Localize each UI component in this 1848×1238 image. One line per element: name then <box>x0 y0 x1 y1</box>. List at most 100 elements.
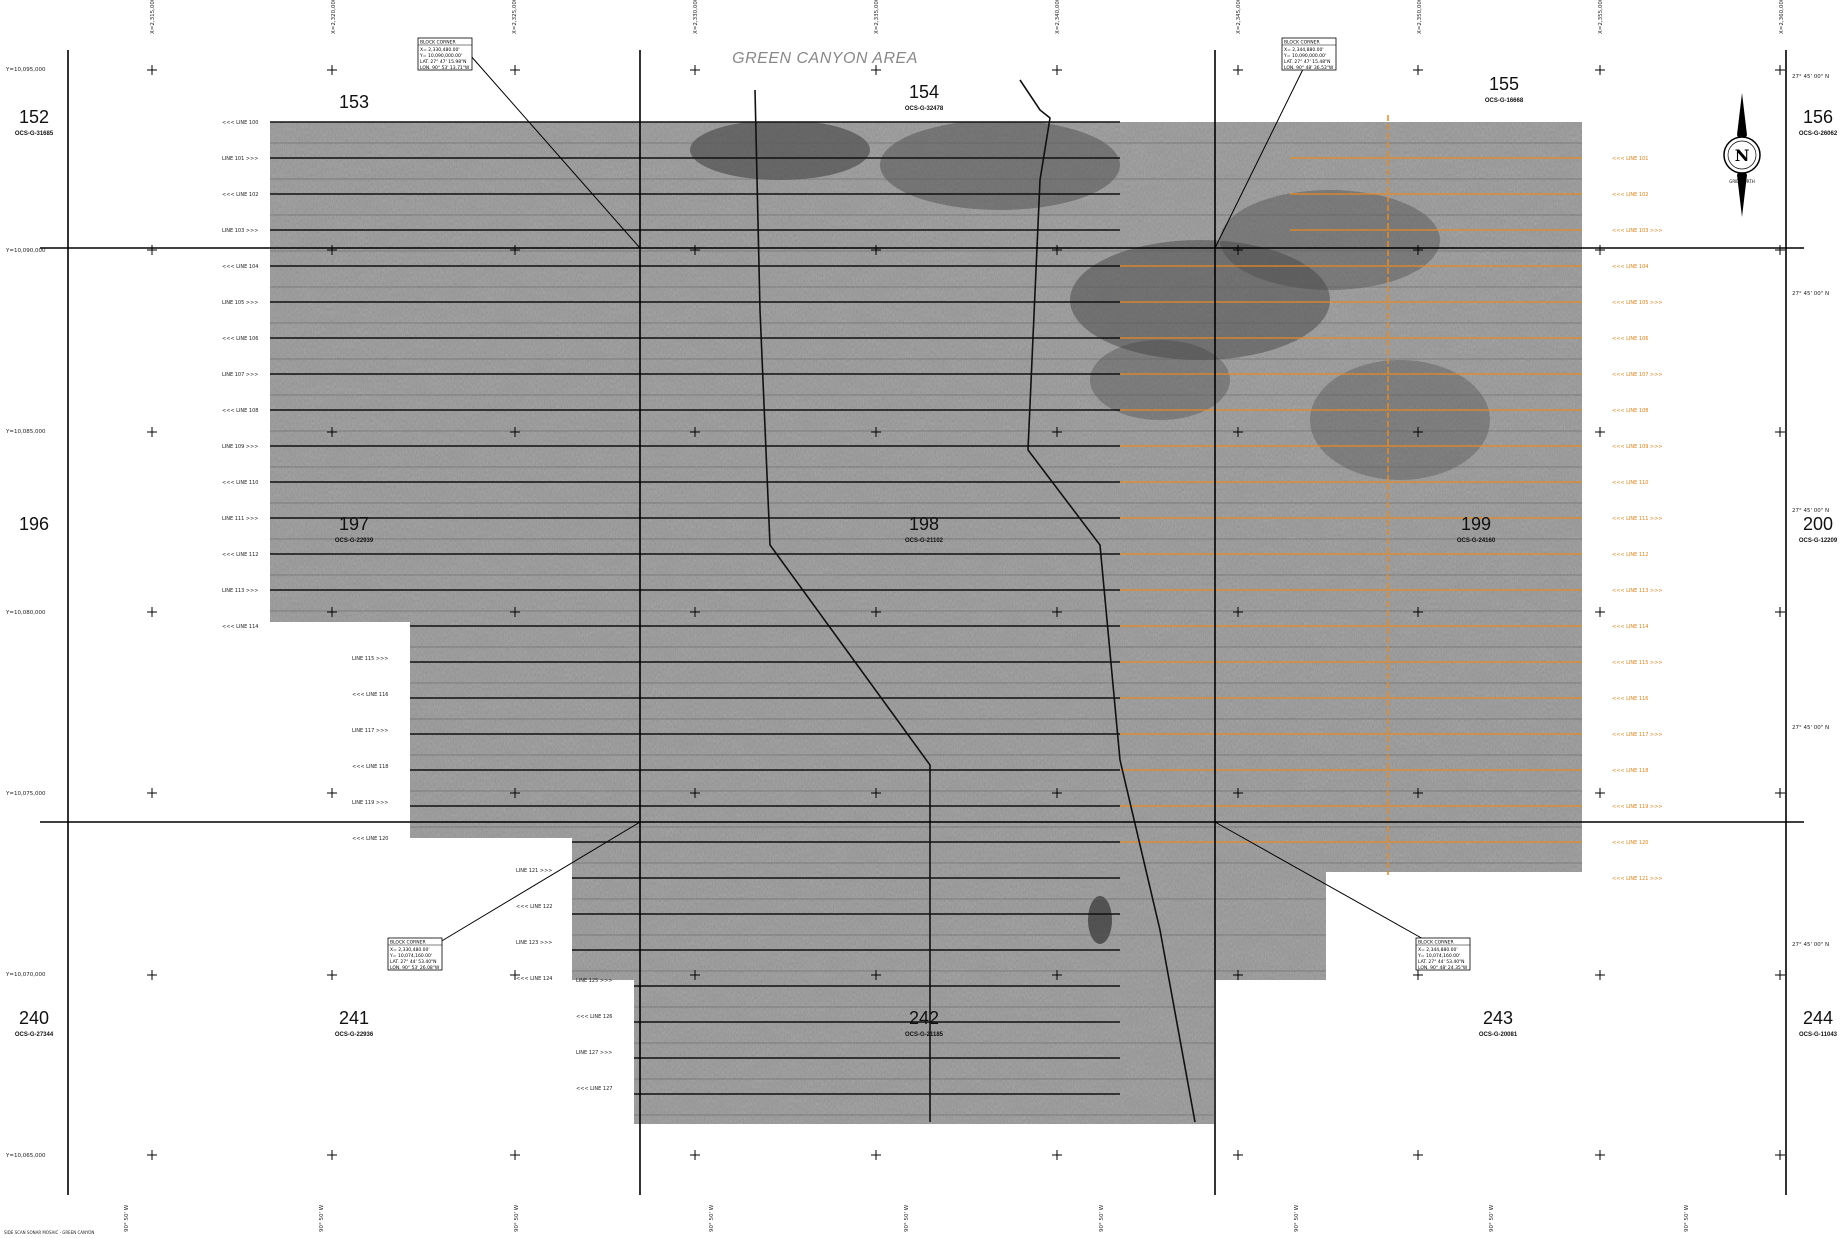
lon-label: 90° 50' W <box>1294 1204 1300 1232</box>
survey-line-label: LINE 109 >>> <box>222 444 258 450</box>
block-number: 198 <box>909 514 939 534</box>
survey-line-label: LINE 105 >>> <box>222 300 258 306</box>
y-coord-label: Y=10,090,000 <box>5 248 46 254</box>
block-number: 242 <box>909 1008 939 1028</box>
survey-line-label-highlighted: <<< LINE 115 >>> <box>1612 660 1663 666</box>
survey-line-label-highlighted: <<< LINE 108 <box>1612 408 1648 414</box>
block-corner-lon: LON. 90° 53' 13.71"W <box>420 65 470 71</box>
survey-line-label-highlighted: <<< LINE 118 <box>1612 768 1648 774</box>
block-number: 154 <box>909 82 939 102</box>
lon-label: 90° 50' W <box>1489 1204 1495 1232</box>
block-lease: OCS-G-21102 <box>905 538 944 544</box>
block-lease: OCS-G-22939 <box>335 538 374 544</box>
lon-label: 90° 50' W <box>709 1204 715 1232</box>
survey-line-label-highlighted: <<< LINE 104 <box>1612 264 1648 270</box>
lat-label: 27° 45' 00" N <box>1792 508 1829 514</box>
lon-label: 90° 50' W <box>514 1204 520 1232</box>
survey-line-label: LINE 117 >>> <box>352 728 388 734</box>
survey-line-label: <<< LINE 120 <box>352 836 388 842</box>
grid-crosses <box>147 65 1785 1160</box>
block-corner-y: Y= 10,090,000.00' <box>1283 53 1326 59</box>
x-coord-label: X=2,315,000 <box>150 0 156 34</box>
x-coord-label: X=2,330,000 <box>693 0 699 34</box>
block-number: 241 <box>339 1008 369 1028</box>
survey-line-label: LINE 123 >>> <box>516 940 552 946</box>
block-lease: OCS-G-22936 <box>335 1032 374 1038</box>
survey-line-label-highlighted: <<< LINE 117 >>> <box>1612 732 1663 738</box>
north-arrow-sub: GRID NORTH <box>1729 179 1755 184</box>
survey-line-label: <<< LINE 124 <box>516 976 552 982</box>
block-lease: OCS-G-12209 <box>1799 538 1838 544</box>
block-number: 155 <box>1489 74 1519 94</box>
block-corner-box <box>417 37 473 71</box>
survey-line-label-highlighted: <<< LINE 114 <box>1612 624 1648 630</box>
block-number: 244 <box>1803 1008 1833 1028</box>
survey-line-label: <<< LINE 116 <box>352 692 388 698</box>
survey-line-label: <<< LINE 126 <box>576 1014 612 1020</box>
lon-label: 90° 50' W <box>124 1204 130 1232</box>
survey-line-label: LINE 127 >>> <box>576 1050 612 1056</box>
block-corner-lon: LON. 90° 53' 26.08"W <box>390 965 440 971</box>
block-corner-lat: LAT. 27° 47' 15.98"N <box>420 59 467 65</box>
x-coord-label: X=2,355,000 <box>1598 0 1604 34</box>
block-corner-title: BLOCK CORNER <box>1284 40 1320 46</box>
block-corner-lat: LAT. 27° 47' 15.48"N <box>1284 59 1331 65</box>
survey-tracks-highlighted <box>1120 157 1582 843</box>
survey-line-label: <<< LINE 104 <box>222 264 258 270</box>
block-number: 197 <box>339 514 369 534</box>
survey-line-label: <<< LINE 110 <box>222 480 258 486</box>
survey-line-label: <<< LINE 112 <box>222 552 258 558</box>
block-number: 240 <box>19 1008 49 1028</box>
block-number: 200 <box>1803 514 1833 534</box>
block-number: 153 <box>339 92 369 112</box>
survey-line-labels: <<< LINE 100 LINE 101 >>> <<< LINE 102 LINE… <box>222 120 1663 1092</box>
survey-line-label: LINE 125 >>> <box>576 978 612 984</box>
pipeline-1 <box>754 89 931 1122</box>
block-corner-x: X= 2,330,480.00' <box>390 947 430 953</box>
x-coord-label: X=2,360,000 <box>1779 0 1785 34</box>
survey-line-label-highlighted: <<< LINE 107 >>> <box>1612 372 1663 378</box>
survey-line-label-highlighted: <<< LINE 111 >>> <box>1612 516 1663 522</box>
x-coord-label: X=2,345,000 <box>1236 0 1242 34</box>
block-lease: OCS-G-27344 <box>15 1032 54 1038</box>
y-coordinate-labels: Y=10,095,000 Y=10,090,000 Y=10,085,000 Y=10… <box>5 67 46 1159</box>
block-corner-lon: LON. 90° 48' 36.53"W <box>1284 65 1334 71</box>
block-number: 199 <box>1461 514 1491 534</box>
block-number: 152 <box>19 107 49 127</box>
survey-line-label: <<< LINE 118 <box>352 764 388 770</box>
block-corner-x: X= 2,330,480.00' <box>420 47 460 53</box>
survey-line-label: <<< LINE 122 <box>516 904 552 910</box>
x-coordinate-labels: X=2,315,000 X=2,320,000 X=2,325,000 X=2,330… <box>150 0 1785 34</box>
y-coord-label: Y=10,065,000 <box>5 1153 46 1159</box>
area-title: GREEN CANYON AREA <box>732 50 918 67</box>
block-corner-box <box>387 937 443 971</box>
survey-line-label: LINE 103 >>> <box>222 228 258 234</box>
block-lease: OCS-G-31685 <box>15 131 54 137</box>
survey-line-label: LINE 119 >>> <box>352 800 388 806</box>
survey-line-label-highlighted: <<< LINE 105 >>> <box>1612 300 1663 306</box>
survey-line-label: LINE 113 >>> <box>222 588 258 594</box>
survey-tracks <box>270 121 1120 1095</box>
x-coord-label: X=2,335,000 <box>874 0 880 34</box>
block-lease: OCS-G-21185 <box>905 1032 944 1038</box>
block-corner-x: X= 2,344,880.00' <box>1284 47 1324 53</box>
north-arrow: N GRID NORTH <box>1723 93 1761 217</box>
survey-line-label-highlighted: <<< LINE 109 >>> <box>1612 444 1663 450</box>
block-corner-y: Y= 10,090,000.00' <box>419 53 462 59</box>
survey-line-label-highlighted: <<< LINE 120 <box>1612 840 1648 846</box>
lon-label: 90° 50' W <box>1684 1204 1690 1232</box>
y-coord-label: Y=10,085,000 <box>5 429 46 435</box>
block-lease: OCS-G-32478 <box>905 106 944 112</box>
lon-label: 90° 50' W <box>904 1204 910 1232</box>
north-arrow-letter: N <box>1735 146 1750 165</box>
block-lease: OCS-G-26062 <box>1799 131 1838 137</box>
block-corner-title: BLOCK CORNER <box>420 40 456 46</box>
y-coord-label: Y=10,075,000 <box>5 791 46 797</box>
block-corner-x: X= 2,344,880.00' <box>1418 947 1458 953</box>
block-number: 196 <box>19 514 49 534</box>
lat-label: 27° 45' 00" N <box>1792 942 1829 948</box>
